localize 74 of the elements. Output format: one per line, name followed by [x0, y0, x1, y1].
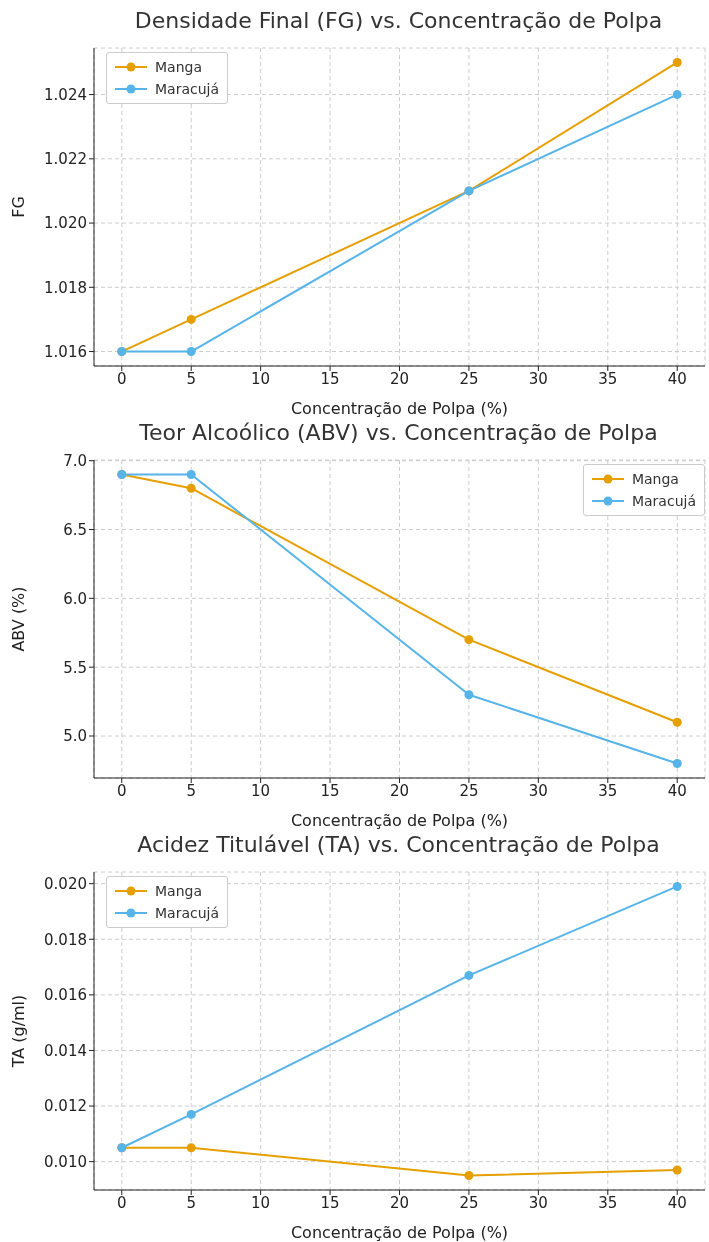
x-tick-label: 25: [459, 369, 479, 388]
chart-title: Acidez Titulável (TA) vs. Concentração de Polpa: [136, 832, 661, 858]
y-tick-label: 0.018: [44, 930, 87, 949]
x-tick-label: 25: [459, 1193, 479, 1212]
point: [672, 881, 682, 891]
x-tick-label: 30: [528, 369, 548, 388]
point: [464, 635, 474, 645]
x-tick-label: 35: [598, 781, 618, 800]
x-tick-label: 40: [667, 1193, 687, 1212]
x-tick-label: 30: [528, 781, 548, 800]
x-tick-label: 0: [117, 781, 127, 800]
point: [186, 483, 196, 493]
x-tick-label: 40: [667, 369, 687, 388]
y-tick-label: 0.020: [44, 875, 87, 893]
point: [186, 469, 196, 479]
x-tick-label: 0: [117, 369, 127, 388]
y-tick-label: 6.0: [63, 589, 87, 608]
x-tick-label: 40: [667, 781, 687, 800]
x-tick-label: 5: [186, 1193, 196, 1212]
point: [672, 759, 682, 769]
legend-label: Manga: [155, 883, 202, 899]
legend-label: Maracujá: [631, 493, 696, 509]
y-tick-label: 1.018: [44, 278, 87, 297]
y-tick-label: 0.016: [44, 986, 87, 1005]
y-tick-label: 1.024: [44, 85, 87, 104]
x-tick-label: 15: [320, 1193, 340, 1212]
point: [672, 717, 682, 727]
x-tick-label: 35: [598, 369, 618, 388]
point: [672, 90, 682, 100]
y-axis-title: ABV (%): [8, 586, 28, 652]
point: [672, 1165, 682, 1175]
legend-label: Manga: [155, 59, 202, 75]
x-axis-title: Concentração de Polpa (%): [290, 811, 509, 830]
point: [464, 690, 474, 700]
x-tick-label: 0: [117, 1193, 127, 1212]
point: [672, 57, 682, 67]
x-tick-label: 20: [389, 1193, 410, 1212]
x-tick-label: 10: [251, 369, 271, 388]
y-tick-label: 6.5: [63, 520, 87, 539]
chart-title: Densidade Final (FG) vs. Concentração de Polpa: [133, 8, 664, 34]
y-tick-label: 0.014: [44, 1041, 87, 1060]
legend-label: Maracujá: [155, 81, 220, 97]
x-tick-label: 5: [186, 781, 196, 800]
y-tick-label: 1.020: [44, 214, 87, 233]
x-tick-label: 15: [320, 781, 340, 800]
x-tick-label: 35: [598, 1193, 618, 1212]
x-axis-title: Concentração de Polpa (%): [290, 1223, 509, 1242]
point: [464, 970, 474, 980]
x-tick-label: 20: [389, 781, 410, 800]
legend-label: Manga: [631, 471, 679, 487]
x-tick-label: 10: [251, 781, 271, 800]
x-tick-label: 25: [459, 781, 479, 800]
point: [464, 1171, 474, 1181]
y-tick-label: 7.0: [63, 452, 87, 471]
x-axis-title: Concentração de Polpa (%): [290, 399, 509, 418]
legend-label: Maracujá: [155, 905, 220, 921]
chart-title: Teor Alcoólico (ABV) vs. Concentração de Polpa: [138, 420, 659, 446]
point: [186, 314, 196, 324]
y-tick-label: 5.0: [63, 727, 87, 746]
y-axis-title: FG: [8, 196, 28, 218]
y-tick-label: 0.010: [44, 1152, 87, 1171]
point: [186, 1109, 196, 1119]
x-tick-label: 15: [320, 369, 340, 388]
point: [186, 1143, 196, 1153]
y-tick-label: 1.022: [44, 150, 87, 169]
x-tick-label: 10: [251, 1193, 271, 1212]
y-tick-label: 1.016: [44, 342, 87, 361]
y-tick-label: 0.012: [44, 1097, 87, 1116]
x-tick-label: 20: [389, 369, 410, 388]
x-tick-label: 30: [528, 1193, 548, 1212]
y-tick-label: 5.5: [63, 658, 87, 677]
point: [186, 347, 196, 357]
x-tick-label: 5: [186, 369, 196, 388]
y-axis-title: TA (g/ml): [8, 994, 28, 1069]
